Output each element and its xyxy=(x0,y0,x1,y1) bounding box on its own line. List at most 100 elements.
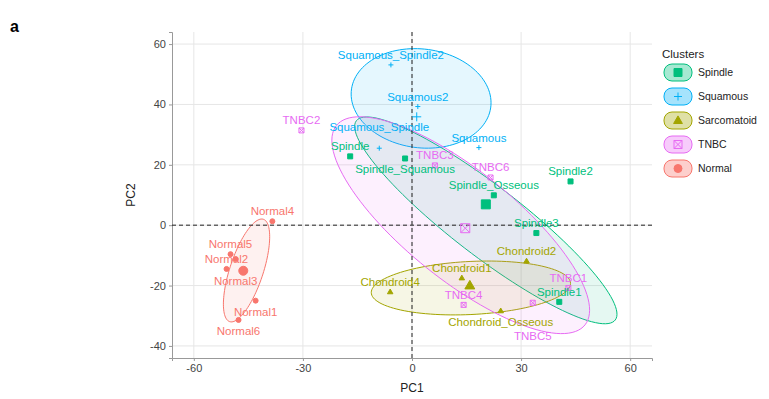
tick: 60 xyxy=(154,38,172,50)
point xyxy=(253,298,258,303)
point-label: Spindle3 xyxy=(514,217,559,229)
legend-marker xyxy=(674,141,682,149)
point-label: Spindle1 xyxy=(537,286,582,298)
tick-label: -20 xyxy=(150,280,166,292)
legend-key xyxy=(664,88,692,105)
legend-label: Normal xyxy=(698,162,732,174)
point xyxy=(387,289,393,294)
legend-marker xyxy=(674,69,682,77)
legend: Clusters Spindle Squamous Sarcomatoid TNBC No… xyxy=(662,48,757,177)
tick: 30 xyxy=(515,358,527,374)
tick-mark xyxy=(630,358,631,361)
tick-label: -60 xyxy=(186,362,202,374)
point xyxy=(415,104,420,109)
tick-mark xyxy=(521,358,522,361)
point-label: Normal1 xyxy=(234,306,277,318)
legend-key xyxy=(664,136,692,153)
point-label: TNBC4 xyxy=(445,289,483,301)
series xyxy=(299,128,571,307)
centroid xyxy=(412,112,421,121)
grid-line-y xyxy=(172,225,652,226)
centroid xyxy=(481,200,490,209)
legend-label: Spindle xyxy=(698,66,733,78)
tick-label: 40 xyxy=(154,98,166,110)
legend-label: TNBC xyxy=(698,138,727,150)
x-axis-title: PC1 xyxy=(400,381,424,395)
tick-label: 0 xyxy=(160,219,166,231)
point xyxy=(534,231,539,236)
centroid xyxy=(465,280,475,289)
reference-line-x xyxy=(412,32,413,358)
legend-key xyxy=(664,112,692,129)
tick: 40 xyxy=(154,98,172,110)
point-label: Spindle_Osseous xyxy=(449,179,539,191)
x-axis: -60 -30 0 30 60 xyxy=(173,358,653,374)
grid-line-x xyxy=(630,32,631,358)
point xyxy=(224,266,229,271)
point xyxy=(491,193,496,198)
tick-label: 60 xyxy=(625,362,637,374)
tick-label: 0 xyxy=(409,362,415,374)
chart: -60-3003060-40-200204060PC1PC2aSpindle2S… xyxy=(0,0,769,399)
legend-key xyxy=(664,160,692,177)
point-label: TNBC3 xyxy=(416,149,454,161)
legend-item: Spindle xyxy=(664,64,733,81)
point-label: Squamous_Spindle xyxy=(329,121,429,133)
tick: 0 xyxy=(160,219,172,231)
grid-line-x xyxy=(302,32,303,358)
y-axis-title: PC2 xyxy=(124,183,138,207)
point-label: Normal4 xyxy=(251,205,295,217)
legend-label: Squamous xyxy=(698,90,748,102)
point xyxy=(377,146,382,151)
tick-label: -40 xyxy=(150,340,166,352)
point-label: Chondroid4 xyxy=(360,276,420,288)
point-label: Chondroid_Osseous xyxy=(448,316,553,328)
legend-title: Clusters xyxy=(662,48,704,60)
tick-mark xyxy=(194,358,195,361)
tick-label: 20 xyxy=(154,159,166,171)
tick-label: 60 xyxy=(154,38,166,50)
centroid xyxy=(461,224,470,233)
legend-item: TNBC xyxy=(664,136,727,153)
axis-line xyxy=(169,33,173,359)
point-label: Normal3 xyxy=(214,275,257,287)
tick-mark xyxy=(169,286,172,287)
point-label: Spindle xyxy=(331,140,369,152)
point-label: Normal5 xyxy=(209,238,252,250)
legend-label: Sarcomatoid xyxy=(698,114,757,126)
point xyxy=(270,219,275,224)
point xyxy=(299,128,304,133)
point-label: Squamous xyxy=(451,132,506,144)
tick: -30 xyxy=(295,358,311,374)
legend-marker xyxy=(674,165,682,173)
point xyxy=(403,156,408,161)
tick-mark xyxy=(169,44,172,45)
legend-key xyxy=(664,64,692,81)
point-label: Squamous_Spindle2 xyxy=(338,49,444,61)
point xyxy=(557,299,562,304)
tick-label: 30 xyxy=(515,362,527,374)
tick: -60 xyxy=(186,358,202,374)
point-label: TNBC5 xyxy=(514,330,552,342)
tick: 60 xyxy=(625,358,637,374)
legend-item: Normal xyxy=(664,160,732,177)
grid-line-y xyxy=(172,44,652,45)
centroid xyxy=(239,266,248,275)
legend-marker xyxy=(674,93,682,101)
tick-mark xyxy=(169,165,172,166)
reference-line-y xyxy=(172,225,652,226)
legend-marker xyxy=(674,116,683,124)
point xyxy=(388,62,393,67)
axis-line xyxy=(173,359,653,362)
tick: 20 xyxy=(154,159,172,171)
point-label: Spindle2 xyxy=(548,165,593,177)
point xyxy=(530,300,535,305)
tick-mark xyxy=(303,358,304,361)
tick-mark xyxy=(169,104,172,105)
point-label: Normal6 xyxy=(217,325,260,337)
tick-mark xyxy=(169,346,172,347)
plot-area xyxy=(172,32,652,358)
tick: -20 xyxy=(150,280,172,292)
tick-label: -30 xyxy=(295,362,311,374)
point-label: TNBC2 xyxy=(283,114,321,126)
